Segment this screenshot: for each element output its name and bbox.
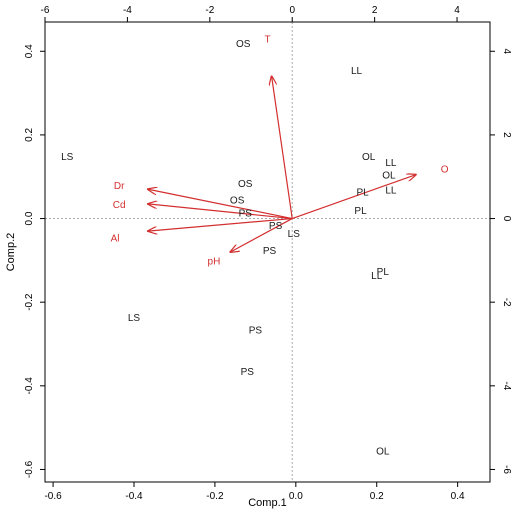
loading-label: Dr	[114, 181, 125, 192]
bottom-tick-label: 0.4	[451, 491, 465, 502]
right-tick-label: 2	[501, 132, 512, 138]
loading-arrow	[292, 175, 416, 220]
left-tick-label: -0.4	[24, 377, 35, 395]
top-tick-label: 2	[372, 5, 378, 16]
score-point-label: PS	[269, 221, 283, 232]
right-tick-label: 4	[501, 48, 512, 54]
loading-label: pH	[208, 256, 221, 267]
score-point-label: LL	[351, 66, 363, 77]
score-point-label: PS	[241, 367, 255, 378]
score-point-label: PS	[239, 208, 253, 219]
top-tick-label: 0	[289, 5, 295, 16]
bottom-tick-label: 0.2	[370, 491, 384, 502]
score-point-label: LL	[371, 271, 383, 282]
score-point-label: PL	[377, 267, 390, 278]
score-point-label: OS	[236, 39, 251, 50]
loading-arrow	[148, 217, 293, 232]
score-point-label: PS	[263, 246, 277, 257]
score-point-label: LL	[385, 158, 397, 169]
score-point-label: LL	[385, 185, 397, 196]
right-tick-label: -4	[501, 381, 512, 390]
left-tick-label: -0.2	[24, 293, 35, 311]
bottom-tick-label: 0.0	[289, 491, 303, 502]
loading-arrow	[272, 76, 293, 219]
bottom-tick-label: -0.2	[206, 491, 224, 502]
x-axis-label: Comp.1	[248, 497, 287, 509]
top-tick-label: -4	[123, 5, 132, 16]
score-point-label: OL	[362, 152, 376, 163]
loading-labels: T Dr Cd Al pH O	[111, 35, 449, 268]
top-tick-label: -2	[205, 5, 214, 16]
bottom-tick-label: -0.6	[44, 491, 62, 502]
loading-label: Al	[111, 233, 120, 244]
plot-frame	[44, 21, 491, 483]
score-point-label: OL	[376, 447, 390, 458]
score-point-label: OS	[230, 196, 245, 207]
loading-arrows	[148, 76, 416, 252]
score-point-label: PL	[354, 206, 367, 217]
score-point-label: OL	[382, 171, 396, 182]
top-tick-label: -6	[41, 5, 50, 16]
score-point-label: PS	[249, 325, 263, 336]
bottom-tick-label: -0.4	[125, 491, 143, 502]
loading-label: O	[441, 164, 449, 175]
score-point-label: LS	[128, 313, 141, 324]
left-tick-label: 0.4	[24, 44, 35, 58]
right-tick-label: 0	[501, 216, 512, 222]
y-axis-label: Comp.2	[5, 233, 17, 272]
right-tick-label: -2	[501, 298, 512, 307]
zero-reference-lines	[45, 22, 490, 482]
left-tick-label: 0.0	[24, 211, 35, 225]
score-point-label: LS	[61, 152, 74, 163]
loading-arrow	[148, 204, 293, 220]
loading-arrow	[148, 189, 293, 220]
loading-label: Cd	[113, 200, 126, 211]
score-point-label: OS	[238, 179, 253, 190]
loading-label: T	[264, 35, 270, 46]
axes: -0.6 -0.4 -0.2 0.0 0.2 0.4 -6 -4 -2 0 2 4 -0.6 -0.4 -0…	[24, 5, 512, 502]
score-point-label: PL	[356, 187, 369, 198]
score-point-label: LS	[288, 229, 301, 240]
top-tick-label: 4	[454, 5, 460, 16]
right-tick-label: -6	[501, 465, 512, 474]
left-tick-label: 0.2	[24, 128, 35, 142]
loading-arrow	[230, 218, 293, 252]
left-tick-label: -0.6	[24, 460, 35, 478]
